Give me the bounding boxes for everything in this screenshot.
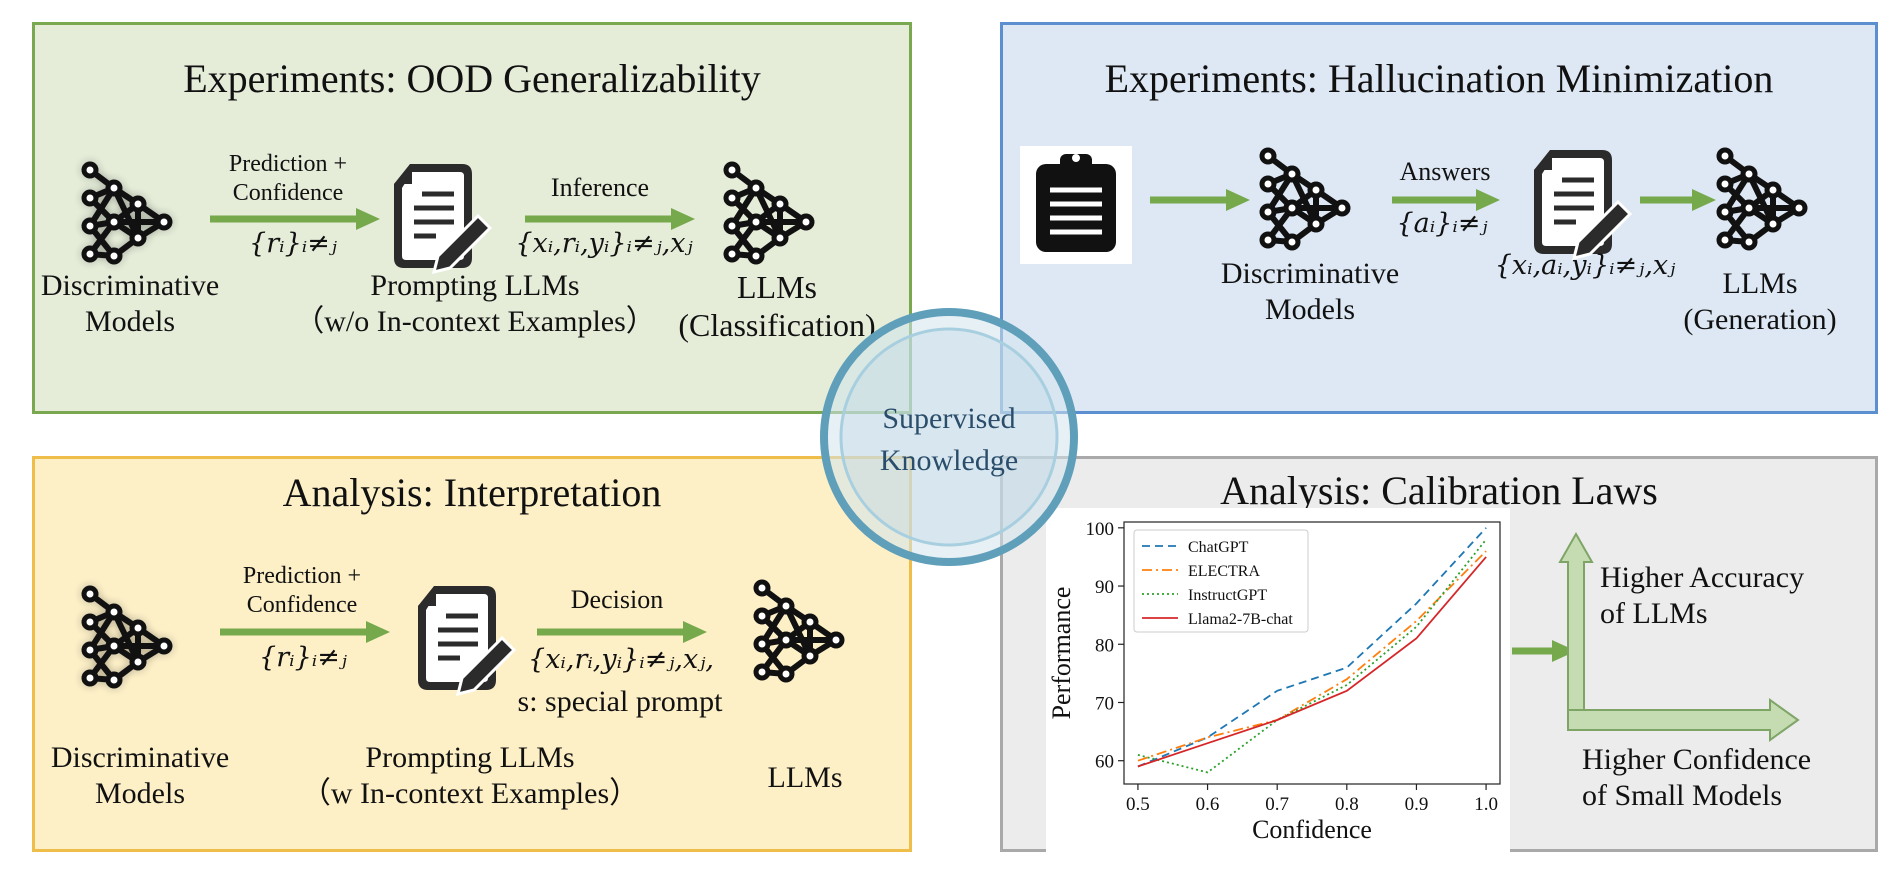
y-axis-label: Performance — [1047, 587, 1076, 720]
edge-label: Prediction + Confidence — [228, 151, 348, 206]
edge-label: Prediction + Confidence — [242, 563, 362, 618]
neural-network-icon — [80, 584, 190, 700]
accuracy-confidence-axes — [1558, 531, 1800, 742]
legend-label: ChatGPT — [1188, 539, 1249, 556]
edge-math: {aᵢ}ᵢ≠ⱼ — [1396, 208, 1488, 239]
legend-label: Llama2-7B-chat — [1188, 611, 1293, 628]
x-tick-label: 0.8 — [1335, 794, 1359, 815]
supervised-knowledge-circle — [820, 308, 1078, 566]
edge-label: Decision — [570, 585, 664, 614]
arrow — [1150, 189, 1250, 211]
calibration-line-chart: 0.5 0.6 0.7 0.8 0.9 1.0 60 70 80 90 100 Confidence P… — [1047, 519, 1501, 844]
legend-box — [1133, 529, 1309, 633]
neural-network-icon — [80, 160, 190, 276]
arrow — [1392, 189, 1500, 211]
supervised-knowledge-label: Supervised Knowledge — [879, 402, 1019, 477]
vertical-axis-label: Higher Accuracy of LLMs — [1600, 561, 1805, 630]
arrow — [1512, 640, 1576, 662]
edge-math: {rᵢ}ᵢ≠ⱼ — [259, 642, 347, 673]
arrow — [525, 208, 695, 230]
edge-math: {xᵢ,aᵢ,yᵢ}ᵢ≠ⱼ,xⱼ — [1494, 250, 1676, 281]
node-discriminative-models: Discriminative Models — [50, 741, 230, 810]
neural-network-icon — [722, 160, 832, 276]
neural-network-icon — [752, 578, 862, 694]
x-axis-label: Confidence — [1252, 815, 1372, 844]
panel-title: Experiments: OOD Generalizability — [183, 56, 761, 101]
legend-label: InstructGPT — [1188, 587, 1267, 604]
y-tick-label: 60 — [1095, 752, 1114, 773]
x-tick-label: 0.7 — [1265, 794, 1289, 815]
edge-math: {xᵢ,rᵢ,yᵢ}ᵢ≠ⱼ,xⱼ, — [528, 644, 714, 675]
plot-frame — [1123, 521, 1501, 785]
node-discriminative-models: Discriminative Models — [40, 269, 220, 338]
arrow — [220, 621, 390, 643]
neural-network-icon — [1258, 146, 1368, 262]
edge-math: {rᵢ}ᵢ≠ⱼ — [249, 228, 337, 259]
node-prompting-llms: Prompting LLMs （w/o In-context Examples） — [294, 269, 656, 338]
horizontal-axis-label: Higher Confidence of Small Models — [1582, 743, 1812, 812]
edge-label: Inference — [550, 173, 650, 202]
arrow — [537, 621, 707, 643]
y-tick-label: 70 — [1095, 693, 1114, 714]
edge-extra-label: s: special prompt — [517, 685, 723, 718]
document-pen-icon — [414, 582, 524, 698]
x-tick-label: 1.0 — [1474, 794, 1498, 815]
x-tick-label: 0.6 — [1196, 794, 1220, 815]
y-tick-label: 100 — [1086, 519, 1115, 540]
panel-title: Analysis: Interpretation — [282, 470, 662, 515]
panel-title: Experiments: Hallucination Minimization — [1104, 56, 1774, 101]
series-line-instructgpt — [1137, 538, 1487, 774]
arrow — [1640, 189, 1716, 211]
arrow — [210, 208, 380, 230]
legend-label: ELECTRA — [1188, 563, 1260, 580]
clipboard-icon — [1020, 146, 1132, 264]
node-llms: LLMs — [767, 761, 843, 794]
edge-label: Answers — [1399, 157, 1491, 186]
node-llms-generation: LLMs (Generation) — [1683, 267, 1837, 336]
node-prompting-llms: Prompting LLMs （w In-context Examples） — [300, 741, 640, 810]
node-discriminative-models: Discriminative Models — [1220, 257, 1400, 326]
neural-network-icon — [1715, 146, 1825, 262]
series-line-chatgpt — [1137, 527, 1487, 768]
series-line-llama2-7b-chat — [1137, 556, 1487, 768]
x-tick-label: 0.9 — [1405, 794, 1429, 815]
edge-math: {xᵢ,rᵢ,yᵢ}ᵢ≠ⱼ,xⱼ — [515, 228, 693, 259]
x-tick-label: 0.5 — [1126, 794, 1150, 815]
node-llms-classification: LLMs (Classification) — [678, 269, 876, 344]
series-line-electra — [1137, 550, 1487, 762]
y-tick-label: 90 — [1095, 577, 1114, 598]
y-tick-label: 80 — [1095, 635, 1114, 656]
panel-title: Analysis: Calibration Laws — [1220, 468, 1658, 513]
document-pen-icon — [1530, 146, 1640, 262]
document-pen-icon — [390, 160, 500, 276]
